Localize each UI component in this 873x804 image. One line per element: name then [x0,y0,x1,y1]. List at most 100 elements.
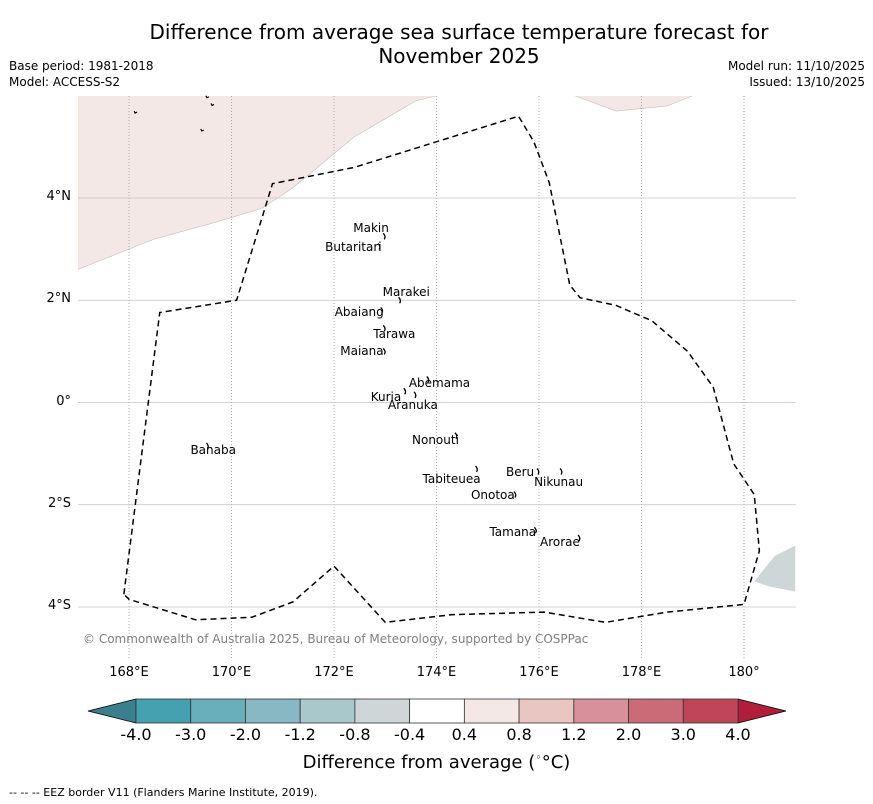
atoll-shape [133,110,138,114]
colorbar-tick-label: -0.4 [394,725,426,744]
northwest-warm-region [78,96,437,270]
island-label-aranuka: Aranuka [388,397,438,412]
island-label-tamana: Tamana [489,525,537,540]
colorbar-segment [409,698,465,724]
island-label-tabiteuea: Tabiteuea [422,471,481,486]
island-tamana-shape [533,526,537,534]
x-tick-label: 170°E [211,665,252,680]
island-kuria-shape [403,387,407,395]
colorbar-tick-label: 1.2 [561,725,587,744]
colorbar-segment [628,698,684,724]
colorbar-tick-label: 4.0 [725,725,751,744]
title-line-1: Difference from average sea surface temp… [149,20,769,44]
colorbar-tick-label: -0.8 [339,725,371,744]
island-abemama-shape [426,376,430,383]
island-makin-shape [382,232,386,240]
island-label-tarawa: Tarawa [373,327,416,342]
x-tick-label: 174°E [416,665,457,680]
atoll-shape [205,95,210,99]
colorbar-tick-label: -4.0 [120,725,152,744]
colorbar-label-suffix: ) [563,752,571,773]
meta-left: Base period: 1981-2018 Model: ACCESS-S2 [9,58,154,90]
island-arorae-shape [577,534,581,542]
island-label-nikunau: Nikunau [534,474,584,489]
island-label-kuria: Kuria [370,390,402,405]
island-label-maiana: Maiana [340,344,384,359]
colorbar-under-arrow [87,698,137,724]
colorbar-segment [463,698,520,724]
colorbar-tick-label: 2.0 [615,725,642,744]
colorbar-tick-label: -1.2 [284,725,316,744]
colorbar-tick-label: 0.8 [506,725,532,744]
eez-border [123,115,761,624]
island-nonouti-shape [454,432,458,440]
colorbar-segment [190,698,246,724]
island-beru-shape [536,468,540,475]
island-tarawa-shape [382,324,386,332]
x-tick-label: 180° [728,665,760,680]
island-label-abaiang: Abaiang [334,305,384,320]
atoll-shape [200,128,205,132]
issued-date: Issued: 13/10/2025 [749,75,865,89]
anomaly-regions [78,96,796,592]
x-tick-label: 172°E [314,665,354,680]
colorbar-label-prefix: Difference from average ( [302,752,536,773]
island-label-abemama: Abemama [408,376,471,391]
southeast-cool-region [754,545,796,592]
islands [133,95,581,542]
y-tick-label: 4°N [46,189,72,204]
island-label-banaba: Banaba [190,442,236,457]
model-run: Model run: 11/10/2025 [727,59,865,73]
island-aranuka-shape [413,391,417,399]
colorbar-segment [682,698,739,724]
x-tick-label: 178°E [621,665,662,680]
colorbar-segment [299,698,356,724]
island-label-nonouti: Nonouti [412,432,459,447]
base-period: Base period: 1981-2018 [9,59,154,73]
eez-legend-note: -- -- -- EEZ border V11 (Flanders Marine… [9,786,318,799]
island-label-makin: Makin [353,221,389,236]
eez-border-line [123,115,761,624]
chart-title: Difference from average sea surface temp… [0,20,873,68]
model-name: Model: ACCESS-S2 [9,75,121,89]
island-label-butaritari: Butaritari [325,239,382,254]
colorbar-label-unit: °C [541,752,564,773]
colorbar-tick-label: -3.0 [175,725,207,744]
island-label-onotoa: Onotoa [470,487,515,502]
island-label-beru: Beru [506,464,535,479]
colorbar-over-arrow [737,698,787,724]
northeast-warm-region [574,96,693,112]
island-abaiang-shape [380,307,384,314]
x-tick-label: 168°E [109,665,149,680]
island-banaba-shape [205,442,209,450]
y-tick-label: 2°N [46,291,72,307]
meta-right: Model run: 11/10/2025 Issued: 13/10/2025 [728,58,865,90]
colorbar-tick-label: -2.0 [229,725,262,744]
colorbar-segment [354,698,411,724]
colorbar-tick-label: 0.4 [451,725,478,744]
island-butaritari-shape [377,243,381,250]
colorbar-segment [135,698,192,724]
island-marakei-shape [398,296,402,304]
island-onotoa-shape [513,491,517,498]
colorbar-segment [245,698,301,724]
y-tick-label: 0° [56,393,71,409]
y-tick-label: 2°S [47,495,71,511]
island-maiana-shape [382,347,386,355]
island-label-marakei: Marakei [382,285,430,300]
colorbar-tick-label: 3.0 [670,725,696,744]
island-tabiteuea-shape [475,465,478,473]
title-line-2: November 2025 [378,44,540,68]
colorbar-segment [573,698,629,724]
island-label-arorae: Arorae [540,534,580,549]
copyright-notice: © Commonwealth of Australia 2025, Bureau… [83,632,589,646]
island-nikunau-shape [559,468,563,475]
atoll-shape [210,103,215,107]
colorbar-label: Difference from average (◦°C) [302,751,571,773]
gridlines [78,96,796,658]
colorbar-segment [518,698,575,724]
y-tick-label: 4°S [47,598,71,613]
x-tick-label: 176°E [519,665,559,680]
